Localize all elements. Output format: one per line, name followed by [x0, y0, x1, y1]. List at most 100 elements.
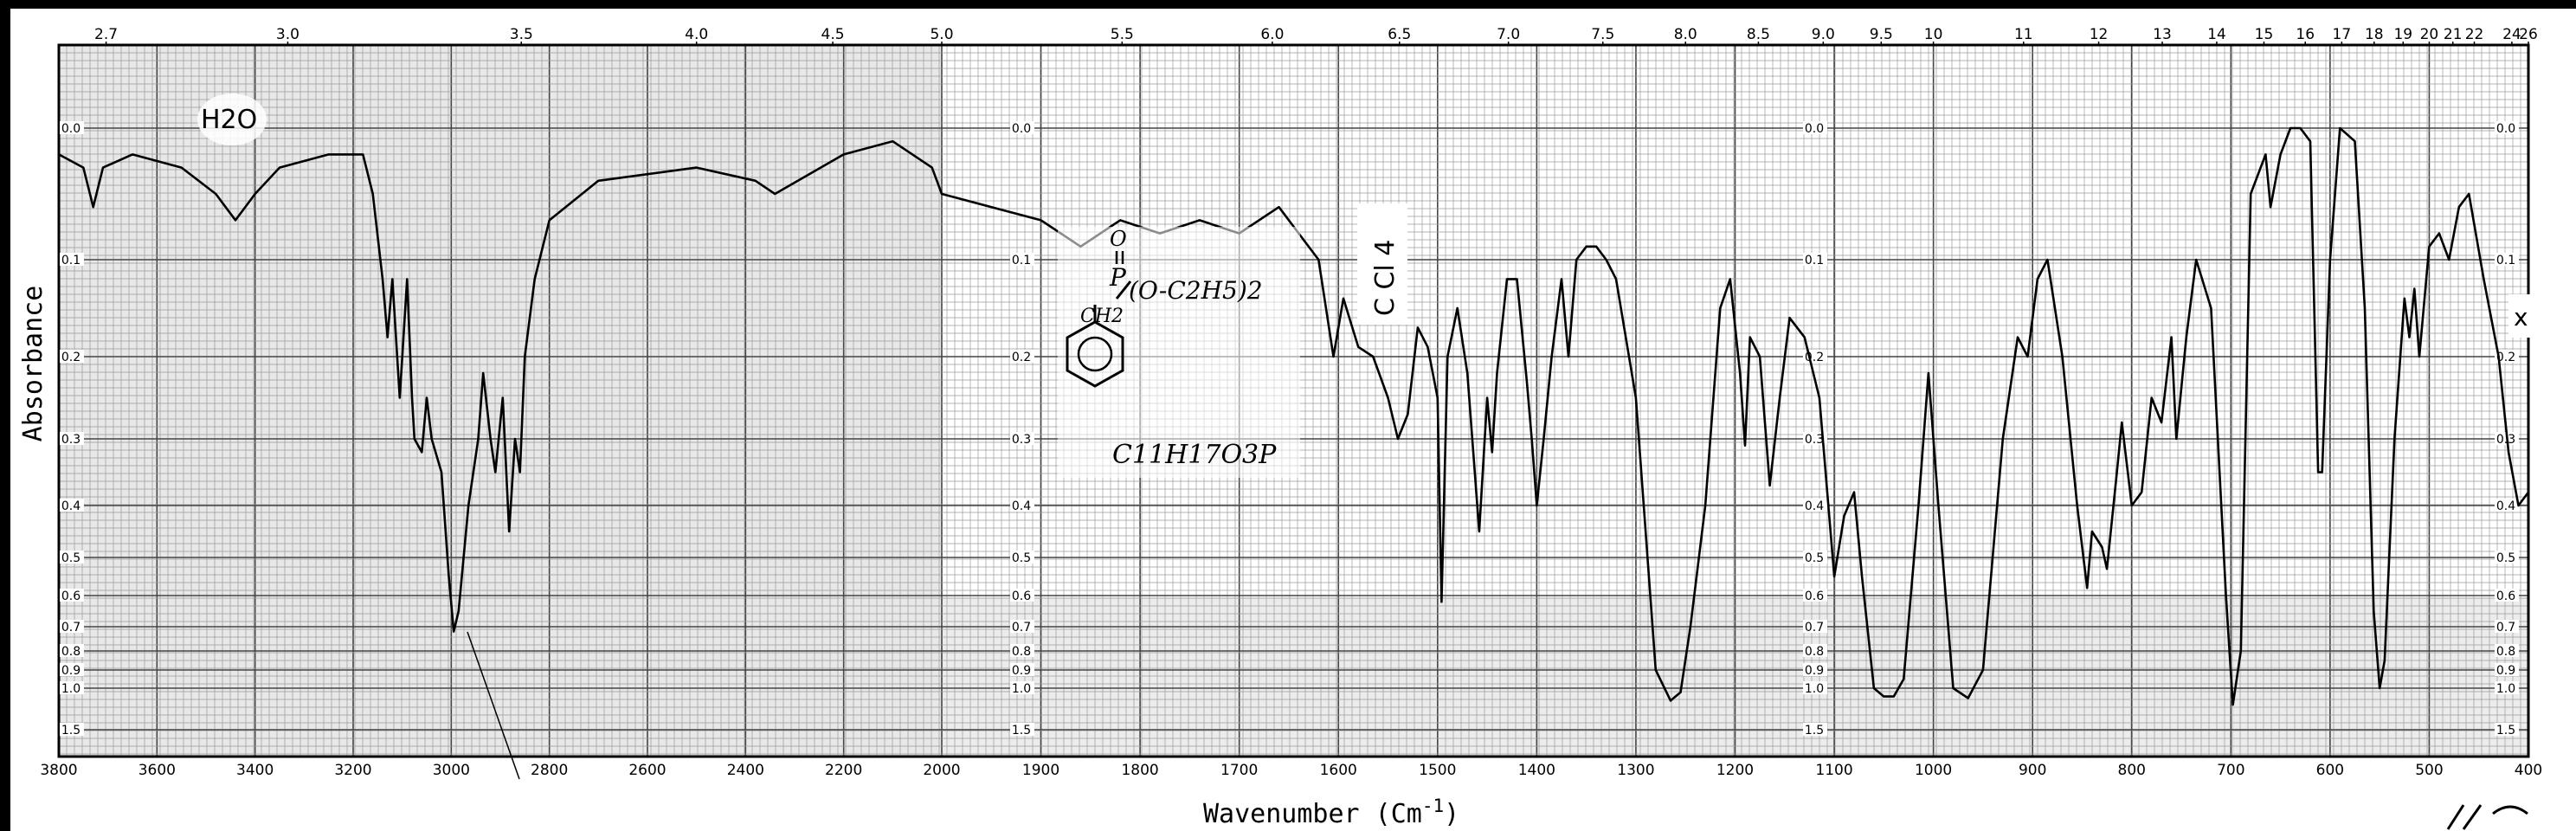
absorbance-tick-label: 0.9	[2496, 664, 2515, 678]
plot-frame	[57, 43, 2530, 758]
absorbance-tick-label-bg	[60, 432, 84, 445]
wavenumber-tick-label: 1600	[1320, 762, 1357, 779]
wavenumber-tick-label: 1700	[1220, 762, 1258, 779]
absorbance-tick-label-bg	[1803, 723, 1827, 736]
wavenumber-tick-label: 1900	[1022, 762, 1059, 779]
wavelength-tick-label: 18	[2365, 26, 2384, 43]
wavenumber-tick-label: 400	[2515, 762, 2542, 779]
wavenumber-tick-label: 3600	[138, 762, 176, 779]
wavenumber-tick-label: 900	[2019, 762, 2046, 779]
left-border	[0, 0, 10, 831]
wavelength-tick-label: 11	[2014, 26, 2033, 43]
absorbance-tick-label-bg	[60, 350, 84, 363]
absorbance-tick-labels: 0.0 0.1 0.2 0.3 0.4 0.5 0.6 0.7 0.8 0.9 1.0 1.5 0.0 0…	[60, 121, 2519, 738]
absorbance-tick-label: 0.4	[2496, 499, 2515, 513]
absorbance-tick-label-bg	[1803, 644, 1827, 657]
absorbance-tick-label: 0.7	[1012, 621, 1031, 635]
absorbance-tick-label-bg	[60, 589, 84, 602]
absorbance-tick-label-bg	[1803, 432, 1827, 445]
absorbance-tick-label-bg	[1803, 499, 1827, 512]
wavenumber-tick-labels: 3800 3600 3400 3200 3000 2800 2600 2400 2200 2000…	[40, 762, 2542, 779]
wavenumber-tick-label: 3400	[236, 762, 274, 779]
absorbance-tick-label-bg	[1010, 121, 1034, 134]
spectrum-line	[58, 126, 2530, 706]
absorbance-tick-label: 0.6	[1012, 589, 1031, 603]
wavenumber-tick-label: 2200	[825, 762, 862, 779]
wavelength-tick-label: 7.0	[1497, 26, 1520, 43]
absorbance-tick-label: 0.8	[1805, 645, 1824, 659]
absorbance-tick-label: 0.0	[1805, 122, 1824, 136]
molecular-formula: C11H17O3P	[1112, 440, 1277, 470]
wavenumber-tick-label: 500	[2415, 762, 2443, 779]
absorbance-tick-label-bg	[1803, 620, 1827, 633]
wavelength-tick-label: 13	[2153, 26, 2172, 43]
absorbance-tick-label-bg	[60, 663, 84, 676]
x-axis-label-close: )	[1444, 799, 1459, 829]
wavelength-tick-label: 26	[2519, 26, 2538, 43]
structure-ch2-label: CH2	[1080, 306, 1124, 327]
wavenumber-tick-label: 3000	[433, 762, 470, 779]
wavenumber-tick-label: 1800	[1121, 762, 1158, 779]
absorbance-tick-label: 0.3	[1805, 433, 1824, 447]
wavelength-tick-label: 24	[2502, 26, 2521, 43]
absorbance-tick-label: 1.5	[61, 724, 80, 738]
chart-grid	[58, 44, 2529, 757]
absorbance-tick-label-bg	[60, 681, 84, 694]
absorbance-tick-label: 0.8	[1012, 645, 1031, 659]
chemical-structure: CH2 P O (O-C2H5)2 C11H17O3P	[1058, 227, 1300, 478]
wavelength-tick-label: 21	[2444, 26, 2463, 43]
corner-pen-mark	[2446, 804, 2528, 830]
absorbance-tick-label: 0.0	[1012, 122, 1031, 136]
wavenumber-tick-label: 2000	[923, 762, 960, 779]
absorbance-tick-label: 0.7	[2496, 621, 2515, 635]
absorbance-tick-label: 0.9	[61, 664, 80, 678]
wavelength-tick-label: 6.5	[1388, 26, 1411, 43]
absorbance-tick-label-bg	[1010, 499, 1034, 512]
structure-p-label: P	[1109, 263, 1127, 292]
benzene-ring	[1066, 320, 1124, 388]
wavenumber-tick-label: 1500	[1419, 762, 1456, 779]
absorbance-tick-label: 0.8	[61, 645, 80, 659]
absorbance-tick-label: 0.2	[61, 351, 80, 364]
absorbance-tick-label: 0.7	[61, 621, 80, 635]
absorbance-tick-label: 0.1	[2496, 254, 2515, 267]
absorbance-tick-label-bg	[60, 551, 84, 564]
absorbance-tick-label: 0.9	[1012, 664, 1031, 678]
wavelength-tick-label: 14	[2207, 26, 2226, 43]
absorbance-tick-label-bg	[2495, 663, 2519, 676]
x-axis-label-exponent: -1	[1422, 796, 1444, 816]
absorbance-tick-label: 0.5	[1012, 551, 1031, 565]
absorbance-tick-label: 1.0	[1805, 682, 1824, 696]
absorbance-tick-label-bg	[2495, 644, 2519, 657]
wavelength-tick-label: 5.0	[930, 26, 953, 43]
absorbance-tick-label-bg	[1010, 551, 1034, 564]
wavelength-tick-label: 3.5	[510, 26, 533, 43]
water-label: H2O	[201, 105, 257, 135]
absorbance-tick-label-bg	[60, 620, 84, 633]
wavenumber-tick-label: 2800	[531, 762, 568, 779]
absorbance-tick-label-bg	[2495, 121, 2519, 134]
wavelength-tick-label: 17	[2333, 26, 2352, 43]
wavelength-tick-label: 12	[2090, 26, 2109, 43]
wavelength-tick-labels: 2.7 3.0 3.5 4.0 4.5 5.0 5.5 6.0 6.5 7.0 7.5 8.0 8.5 9…	[94, 26, 2538, 45]
wavelength-tick-label: 4.0	[685, 26, 708, 43]
wavelength-tick-label: 16	[2296, 26, 2315, 43]
structure-ester-label: (O-C2H5)2	[1129, 276, 1263, 305]
absorbance-tick-label: 1.0	[1012, 682, 1031, 696]
wavenumber-tick-label: 3800	[40, 762, 77, 779]
wavelength-tick-label: 9.0	[1812, 26, 1835, 43]
aromatic-circle	[1077, 336, 1113, 372]
wavelength-tick-label: 6.0	[1260, 26, 1284, 43]
x-axis-label: Wavenumber (Cm-1)	[1203, 796, 1459, 829]
absorbance-tick-label: 0.2	[2496, 351, 2515, 364]
wavenumber-tick-label: 1200	[1716, 762, 1754, 779]
absorbance-tick-label-bg	[1803, 551, 1827, 564]
absorbance-tick-label-bg	[60, 644, 84, 657]
absorbance-tick-label: 0.7	[1805, 621, 1824, 635]
top-border	[0, 0, 2576, 9]
wavelength-tick-label: 3.0	[276, 26, 299, 43]
absorbance-tick-label-bg	[2495, 723, 2519, 736]
absorbance-tick-label: 0.6	[1805, 589, 1824, 603]
absorbance-tick-label-bg	[1010, 350, 1034, 363]
